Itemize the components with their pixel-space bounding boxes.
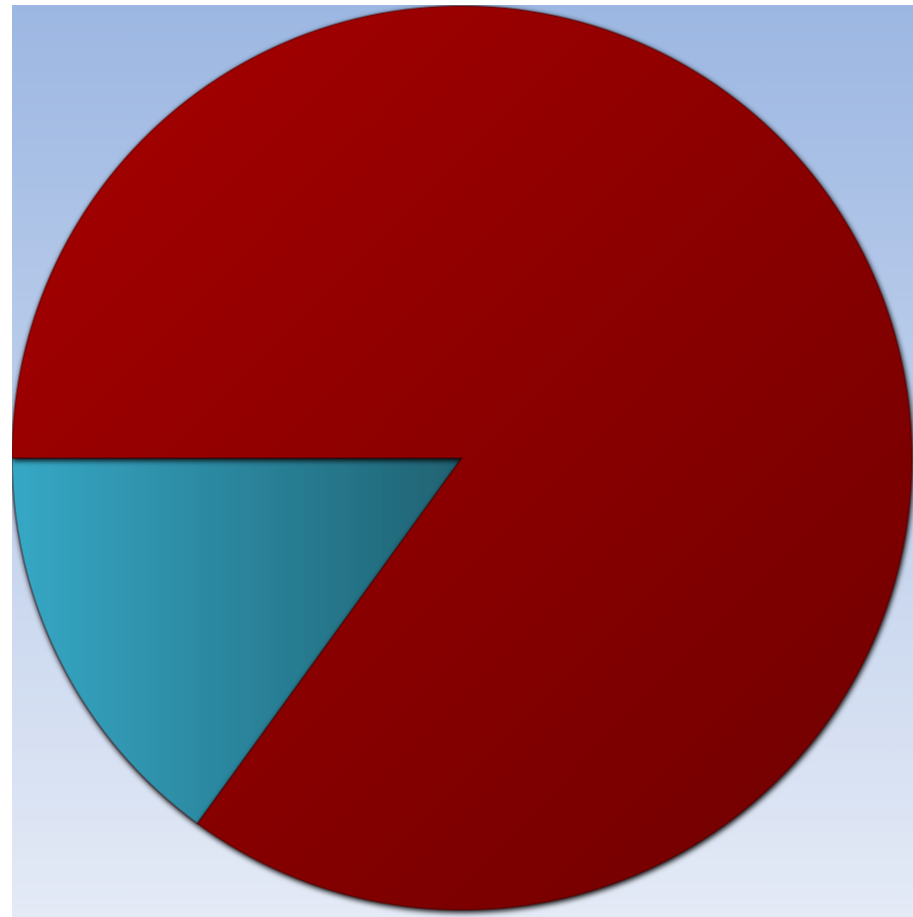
chart-plot-area [12, 5, 913, 917]
pie-slice-1 [12, 5, 913, 911]
pie-slice-0 [12, 457, 464, 826]
pie-chart [12, 5, 913, 917]
pie-slices [12, 5, 913, 911]
